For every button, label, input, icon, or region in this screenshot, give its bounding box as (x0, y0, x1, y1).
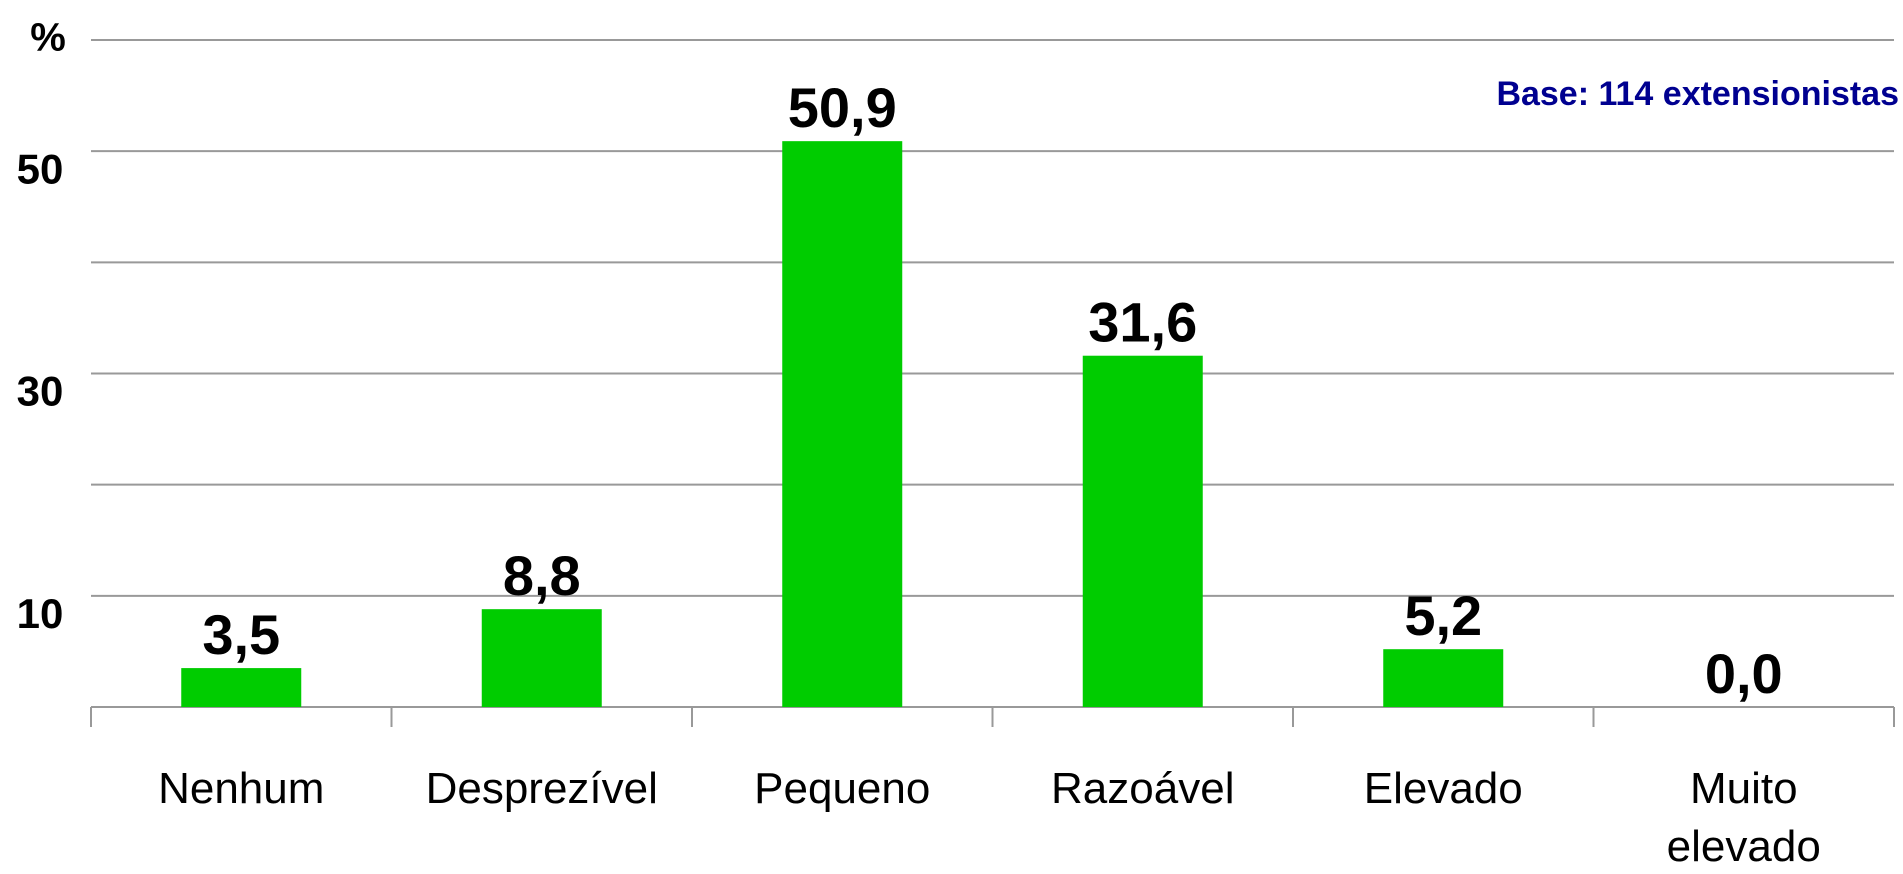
y-tick-label: 30 (17, 368, 64, 415)
value-label: 3,5 (202, 603, 280, 666)
value-label: 50,9 (788, 76, 897, 139)
bar (181, 668, 302, 707)
value-label: 5,2 (1404, 584, 1482, 647)
bar (1082, 355, 1203, 707)
annotation: Base: 114 extensionistas (1496, 75, 1899, 113)
value-label: 8,8 (503, 544, 581, 607)
y-tick-label: 50 (17, 145, 64, 192)
bar (782, 141, 903, 707)
bar (1383, 649, 1504, 707)
value-label: 31,6 (1088, 291, 1197, 354)
x-tick-label: Nenhum (158, 764, 325, 813)
y-unit-label: % (30, 16, 66, 60)
x-tick-label: Desprezível (425, 764, 658, 813)
value-label: 0,0 (1705, 642, 1783, 705)
y-tick-label: 10 (17, 590, 64, 637)
x-tick-label: Muito elevado (1666, 764, 1821, 871)
bar (481, 609, 602, 707)
x-tick-label: Pequeno (754, 764, 931, 813)
x-tick-label: Razoável (1051, 764, 1235, 813)
x-tick-label: Elevado (1363, 764, 1523, 813)
